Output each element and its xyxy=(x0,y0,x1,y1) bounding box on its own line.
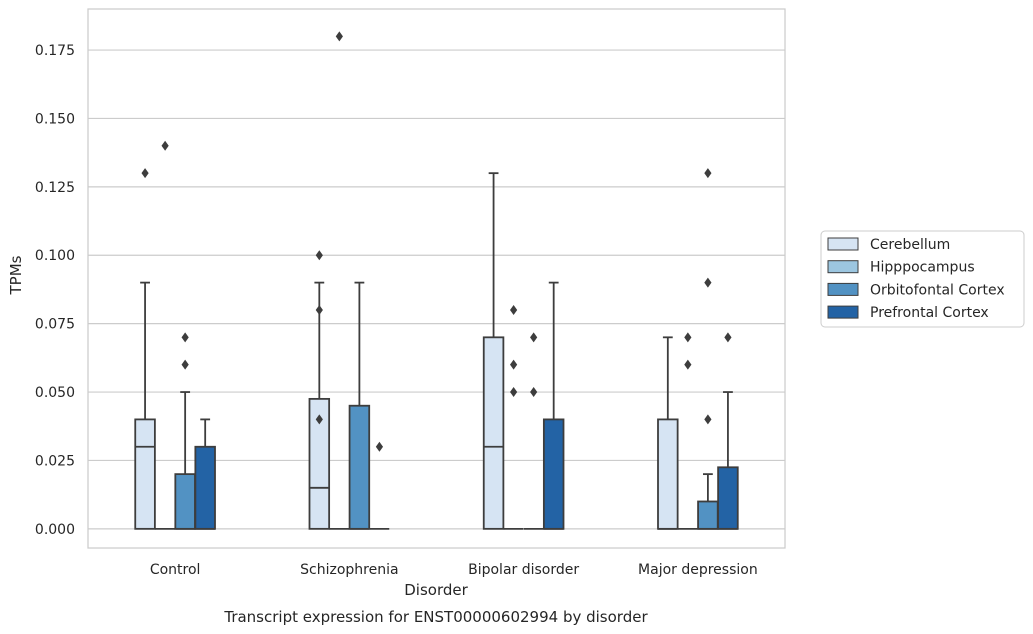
y-tick-labels: 0.000 0.025 0.050 0.075 0.100 0.125 0.150 0.175 xyxy=(35,43,75,538)
x-tick-label: Schizophrenia xyxy=(300,562,398,578)
outlier-point xyxy=(684,332,692,343)
outlier-point xyxy=(530,332,538,343)
y-tick-label: 0.175 xyxy=(35,43,75,59)
y-tick-label: 0.100 xyxy=(35,248,75,264)
x-tick-label: Major depression xyxy=(638,562,758,578)
box xyxy=(194,445,216,530)
x-tick-label: Bipolar disorder xyxy=(468,562,579,578)
legend-swatch xyxy=(827,282,859,296)
outlier-point xyxy=(724,332,732,343)
outlier-point xyxy=(704,414,712,425)
y-tick-label: 0.125 xyxy=(35,180,75,196)
legend-label: Hipppocampus xyxy=(870,260,975,276)
chart-caption: Transcript expression for ENST0000060299… xyxy=(223,608,648,626)
outlier-point xyxy=(315,414,323,425)
legend-label: Prefrontal Cortex xyxy=(870,305,989,321)
box xyxy=(657,418,679,530)
y-tick-label: 0.000 xyxy=(35,522,75,538)
box xyxy=(134,418,156,530)
outlier-point xyxy=(704,168,712,179)
outlier-point xyxy=(315,304,323,315)
box-series xyxy=(134,31,739,530)
x-tick-label: Control xyxy=(150,562,201,578)
plot-area-border xyxy=(87,8,786,549)
outlier-point xyxy=(315,250,323,261)
y-tick-label: 0.075 xyxy=(35,317,75,333)
y-tick-label: 0.050 xyxy=(35,385,75,401)
outlier-point xyxy=(161,140,169,151)
box xyxy=(308,397,331,530)
box xyxy=(482,336,505,530)
legend: Cerebellum Hipppocampus Orbitofontal Corte… xyxy=(820,230,1025,328)
outlier-point xyxy=(510,359,518,370)
box xyxy=(542,418,565,530)
box xyxy=(348,404,371,530)
box xyxy=(697,500,719,530)
box xyxy=(174,473,196,530)
legend-frame xyxy=(820,230,1025,328)
legend-label: Cerebellum xyxy=(870,237,950,253)
y-axis-title: TPMs xyxy=(7,255,25,295)
legend-label: Orbitofontal Cortex xyxy=(870,282,1005,298)
y-tick-label: 0.025 xyxy=(35,453,75,469)
outlier-point xyxy=(375,441,384,452)
outlier-point xyxy=(141,168,149,179)
outlier-point xyxy=(181,332,189,343)
outlier-point xyxy=(704,277,712,288)
outlier-point xyxy=(530,387,538,398)
outlier-point xyxy=(684,359,692,370)
box xyxy=(717,466,739,530)
outlier-point xyxy=(510,387,518,398)
outlier-point xyxy=(335,31,343,42)
legend-swatch xyxy=(827,260,859,274)
legend-swatch xyxy=(827,305,859,319)
outlier-point xyxy=(181,359,189,370)
x-tick-labels: Control Schizophrenia Bipolar disorder Majo… xyxy=(150,562,758,578)
outlier-point xyxy=(510,304,518,315)
y-tick-label: 0.150 xyxy=(35,111,75,127)
legend-swatch xyxy=(827,237,859,251)
x-axis-title: Disorder xyxy=(404,581,468,599)
